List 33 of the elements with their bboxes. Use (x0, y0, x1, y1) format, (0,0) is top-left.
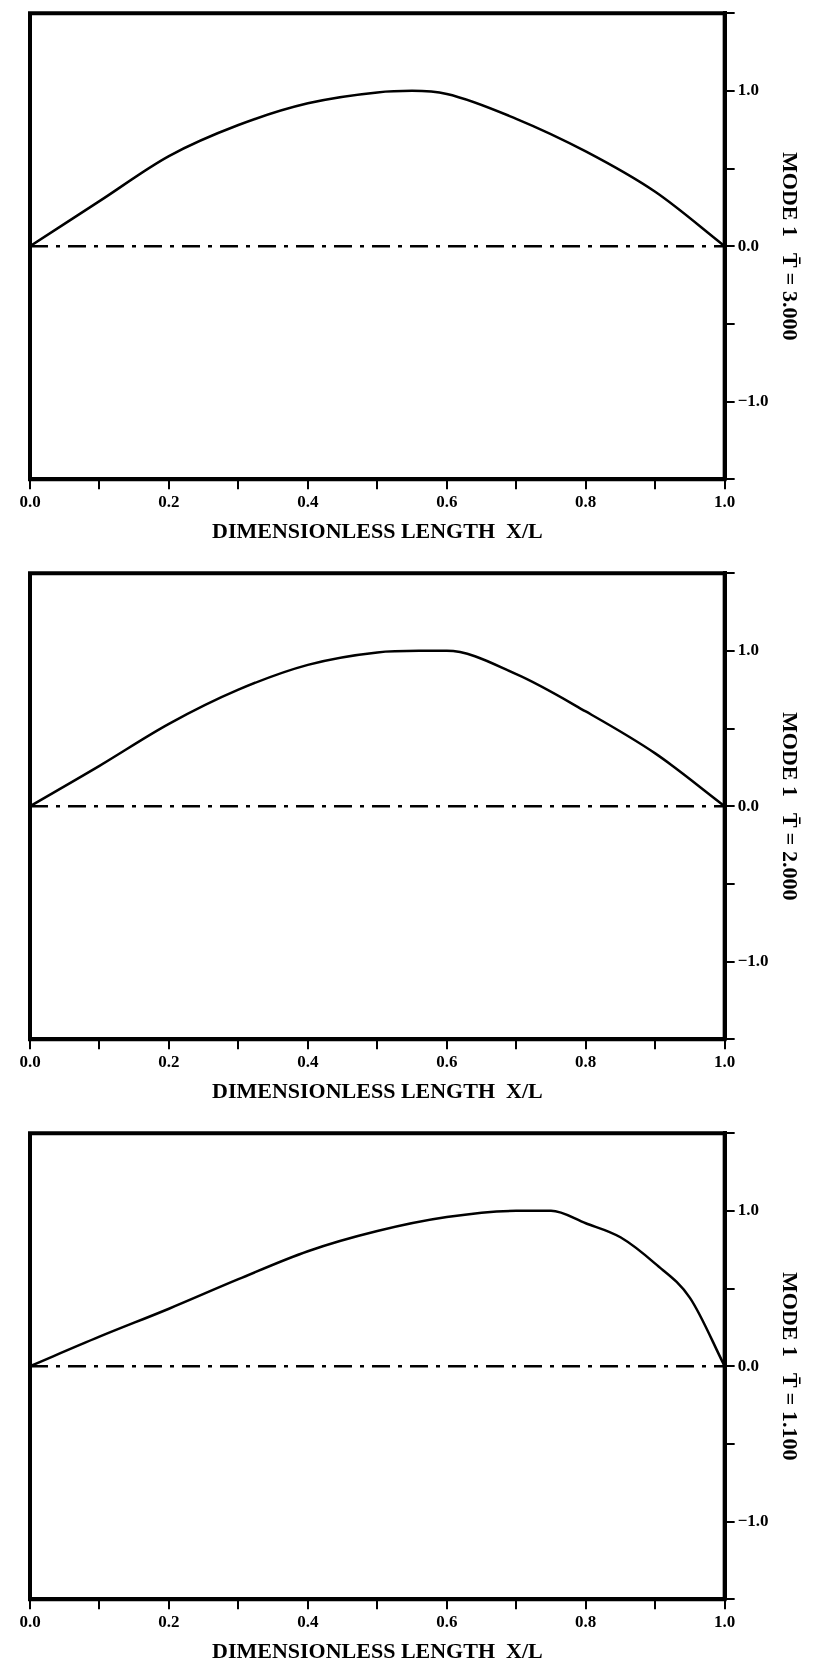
x-tick-label: 0.0 (19, 1051, 41, 1071)
y-axis-title: MODE 1 T̄ = 1.100 (778, 1272, 804, 1461)
x-tick-label: 0.8 (575, 1051, 597, 1071)
x-axis-title: DIMENSIONLESS LENGTH X/L (211, 1638, 543, 1664)
x-tick-label: 0.2 (158, 491, 180, 511)
x-tick-label: 0.0 (19, 1611, 41, 1631)
x-tick-label: 1.0 (714, 1611, 736, 1631)
x-tick-label: 1.0 (714, 491, 736, 511)
y-tick-label: −1.0 (737, 390, 769, 410)
y-tick-label: 1.0 (737, 1200, 759, 1220)
x-tick-label: 0.2 (158, 1611, 180, 1631)
x-tick-label: 0.0 (19, 491, 41, 511)
x-axis-title: DIMENSIONLESS LENGTH X/L (211, 518, 543, 544)
y-tick-label: 1.0 (737, 640, 759, 660)
x-tick-label: 0.8 (575, 1611, 597, 1631)
x-axis-title: DIMENSIONLESS LENGTH X/L (211, 1078, 543, 1104)
y-tick-label: 1.0 (737, 80, 759, 100)
x-tick-label: 0.6 (436, 491, 458, 511)
x-tick-label: 0.2 (158, 1051, 180, 1071)
y-axis-title: MODE 1 T̄ = 2.000 (778, 712, 804, 901)
y-tick-label: 0.0 (737, 795, 759, 815)
x-tick-label: 0.8 (575, 491, 597, 511)
x-tick-label: 0.6 (436, 1611, 458, 1631)
x-tick-label: 0.4 (297, 1611, 319, 1631)
x-tick-label: 0.4 (297, 491, 319, 511)
y-axis-title: MODE 1 T̄ = 3.000 (778, 152, 804, 341)
x-tick-label: 0.4 (297, 1051, 319, 1071)
x-tick-label: 1.0 (714, 1051, 736, 1071)
y-tick-label: 0.0 (737, 235, 759, 255)
x-tick-label: 0.6 (436, 1051, 458, 1071)
y-tick-label: −1.0 (737, 950, 769, 970)
y-tick-label: 0.0 (737, 1355, 759, 1375)
y-tick-label: −1.0 (737, 1510, 769, 1530)
